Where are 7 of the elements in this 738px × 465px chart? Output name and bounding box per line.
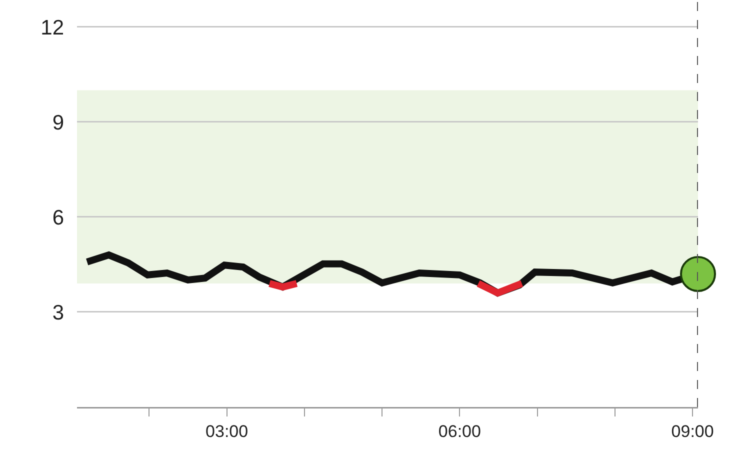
- x-tick-label: 03:00: [206, 422, 248, 441]
- x-tick-label: 06:00: [438, 422, 481, 441]
- x-tick-label: 09:00: [671, 422, 714, 441]
- y-tick-label: 3: [52, 301, 64, 324]
- y-tick-label: 6: [52, 206, 64, 230]
- y-tick-label: 9: [52, 111, 64, 134]
- y-tick-label: 12: [40, 16, 64, 40]
